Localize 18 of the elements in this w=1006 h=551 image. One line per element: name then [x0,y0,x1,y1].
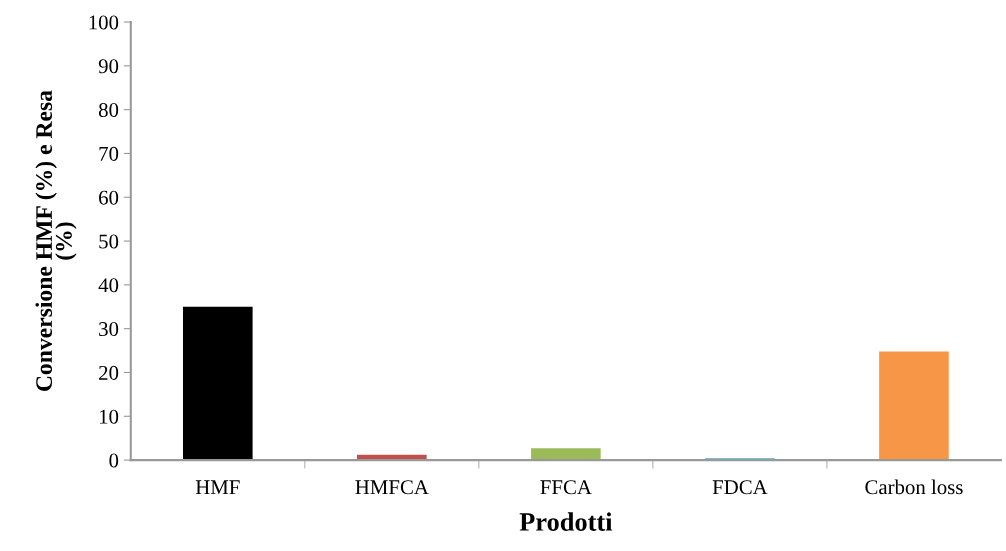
x-tick-label: Carbon loss [865,479,963,495]
y-tick-label: 40 [98,278,119,293]
x-tick-label: FFCA [540,480,592,495]
y-tick-label: 0 [109,453,119,468]
y-tick-label: 90 [98,59,119,74]
y-tick-label: 80 [98,103,119,118]
x-tick-label: HMFCA [355,480,429,495]
x-axis-title: Prodotti [519,512,613,531]
y-tick-label: 100 [89,15,119,30]
x-tick-label: FDCA [712,480,768,495]
y-tick-label: 10 [99,409,119,424]
x-tick-label: HMF [195,480,240,494]
y-axis-title: Conversione HMF (%) e Resa (%) [35,90,77,391]
y-tick-label: 20 [99,365,119,380]
y-tick-label: 50 [99,234,119,249]
y-tick-label: 60 [99,190,119,205]
y-tick-label: 30 [99,322,119,337]
y-tick-label: 70 [99,146,119,161]
